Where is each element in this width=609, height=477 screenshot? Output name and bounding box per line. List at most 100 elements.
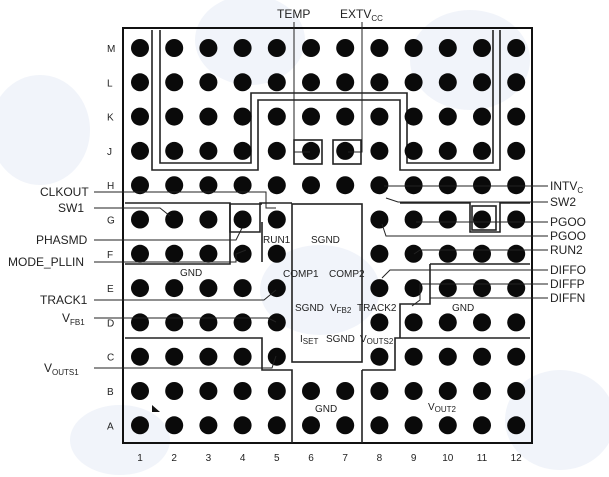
ball-M8 [370,39,389,57]
ball-M7 [336,39,355,57]
ball-F1 [131,244,149,263]
ball-B9 [404,382,423,400]
column-label-10: 10 [442,453,454,464]
ball-D12 [507,313,526,332]
ball-J10 [438,141,457,160]
label-pgood2: PGOO [550,229,586,243]
label-gnd-left: GND [180,268,202,279]
ball-L3 [199,73,218,92]
ball-H8 [370,176,389,195]
row-label-L: L [107,78,113,89]
column-label-9: 9 [411,453,417,464]
label-vfb1: VFB1 [62,311,85,327]
ball-C12 [507,347,526,366]
ball-B4 [233,382,252,400]
column-label-8: 8 [377,453,383,464]
label-track2: TRACK2 [357,303,397,314]
label-diffn: DIFFN [550,291,585,305]
label-sgnd-top: SGND [311,235,340,246]
ball-A11 [473,416,491,435]
ball-K10 [438,107,457,126]
label-comp2: COMP2 [329,269,365,280]
column-label-11: 11 [477,453,488,464]
ball-B5 [267,382,286,400]
ball-A2 [165,416,184,435]
ball-B3 [199,382,218,400]
ball-J9 [404,141,423,160]
ball-C8 [370,347,389,366]
row-label-B: B [107,387,114,398]
ball-C11 [473,347,491,366]
ball-B7 [336,382,355,400]
pin1-marker [152,405,160,412]
ball-G5 [267,210,286,229]
ball-L4 [233,73,252,92]
ball-L12 [507,73,526,92]
ball-L10 [438,73,457,92]
row-label-H: H [107,181,114,192]
ball-A4 [233,416,252,435]
column-label-4: 4 [240,453,246,464]
ball-E1 [131,279,149,298]
ball-C1 [131,347,149,366]
ball-D2 [165,313,184,332]
ball-A5 [267,416,286,435]
row-label-E: E [107,284,114,295]
ball-K5 [267,107,286,126]
label-pgood1: PGOO [550,215,586,229]
ball-K4 [233,107,252,126]
column-label-1: 1 [137,453,143,464]
column-label-7: 7 [342,453,348,464]
ball-A6 [302,416,320,435]
ball-A9 [404,416,423,435]
ball-C2 [165,347,184,366]
ball-J1 [131,141,149,160]
leader-lines [94,22,548,369]
row-label-D: D [107,318,114,329]
ball-E8 [370,279,389,298]
label-run1: RUN1 [263,235,291,246]
ball-J11 [473,141,491,160]
ball-B12 [507,382,526,400]
ball-D3 [199,313,218,332]
ball-H5 [267,176,286,195]
ball-J6 [302,141,320,160]
ball-L5 [267,73,286,92]
ball-L8 [370,73,389,92]
ball-A1 [131,416,149,435]
row-label-M: M [107,44,115,55]
label-gnd-right: GND [452,303,474,314]
ball-G8 [370,210,389,229]
ball-E3 [199,279,218,298]
ball-F10 [438,244,457,263]
ball-H10 [438,176,457,195]
ball-A3 [199,416,218,435]
label-vouts2: VOUTS2 [360,334,394,346]
ball-G4 [233,210,252,229]
ball-M3 [199,39,218,57]
ball-M12 [507,39,526,57]
ball-M5 [267,39,286,57]
ball-K7 [336,107,355,126]
ball-G3 [199,210,218,229]
row-label-F: F [107,250,113,261]
label-gnd-bottom: GND [315,404,337,415]
row-labels: M L K J H G F E D C B A [107,44,115,432]
label-intvcc: INTVC [550,179,583,195]
ball-B11 [473,382,491,400]
label-diffp: DIFFP [550,277,585,291]
ball-B1 [131,382,149,400]
ball-M11 [473,39,491,57]
label-run2: RUN2 [550,243,583,257]
ball-K3 [199,107,218,126]
ball-D9 [404,313,423,332]
ball-M6 [302,39,320,57]
ball-H1 [131,176,149,195]
ball-B10 [438,382,457,400]
ball-M2 [165,39,184,57]
ball-E2 [165,279,184,298]
column-label-12: 12 [511,453,523,464]
ball-E12 [507,279,526,298]
ball-K1 [131,107,149,126]
ball-grid [131,39,526,435]
